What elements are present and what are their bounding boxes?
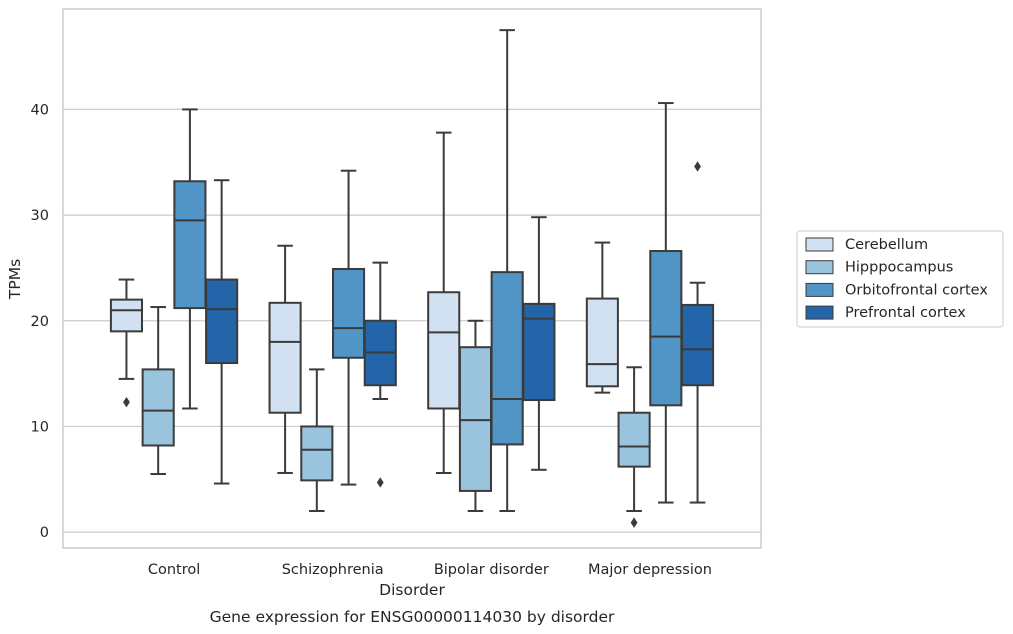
y-tick-label: 40 — [31, 102, 49, 118]
outlier-point — [630, 517, 638, 528]
box-group — [300, 368, 334, 513]
box-iqr — [331, 267, 366, 359]
series-cerebellum — [109, 131, 619, 474]
box-iqr — [427, 291, 461, 410]
box-group — [205, 179, 239, 485]
box-iqr — [585, 297, 619, 388]
box-group — [522, 216, 556, 471]
box-group — [427, 131, 461, 474]
box-group — [141, 306, 175, 476]
y-axis-label: TPMs — [6, 259, 24, 300]
box-iqr — [205, 278, 239, 365]
outlier-point — [376, 477, 384, 488]
y-tick-label: 10 — [31, 419, 49, 435]
box-iqr — [649, 250, 683, 407]
box-iqr — [522, 302, 556, 402]
series-prefrontal-cortex — [205, 161, 715, 504]
box-iqr — [109, 298, 144, 333]
x-tick-label: Bipolar disorder — [434, 562, 549, 578]
x-axis-label: Disorder — [379, 581, 445, 599]
y-tick-label: 0 — [40, 525, 49, 541]
outlier-point — [694, 161, 701, 172]
box-group — [649, 102, 683, 504]
plot-area — [62, 8, 762, 549]
y-tick-label: 30 — [31, 208, 49, 224]
legend-swatch — [805, 260, 834, 275]
legend-label: Cerebellum — [845, 237, 928, 253]
box-group — [680, 161, 715, 504]
legend-label: Prefrontal cortex — [845, 305, 966, 321]
box-group — [109, 278, 144, 408]
box-series-group — [109, 29, 715, 528]
box-group — [331, 169, 366, 486]
box-iqr — [300, 425, 334, 482]
legend-label: Hipppocampus — [845, 260, 953, 276]
box-group — [617, 366, 651, 528]
x-tick-label: Schizophrenia — [282, 562, 384, 578]
box-iqr — [617, 411, 651, 468]
box-group — [363, 261, 397, 488]
legend: Cerebellum Hipppocampus Orbitofrontal cort… — [796, 230, 1004, 328]
x-tick-label: Major depression — [588, 562, 712, 578]
legend-swatch — [805, 237, 834, 252]
chart-caption: Gene expression for ENSG00000114030 by d… — [210, 608, 615, 626]
box-iqr — [173, 180, 207, 310]
box-group — [268, 244, 302, 474]
box-group — [173, 108, 207, 410]
box-group — [458, 319, 493, 513]
x-tick-label: Control — [148, 562, 200, 578]
box-group — [585, 241, 619, 394]
box-iqr — [458, 346, 493, 492]
box-iqr — [680, 303, 715, 387]
legend-swatch — [805, 305, 834, 320]
outlier-point — [123, 396, 130, 408]
series-hipppocampus — [141, 306, 651, 528]
y-tick-label: 20 — [31, 314, 49, 330]
box-iqr — [490, 271, 524, 446]
legend-label: Orbitofrontal cortex — [845, 282, 988, 298]
box-iqr — [268, 301, 302, 414]
series-orbitofrontal-cortex — [173, 29, 683, 513]
x-axis-ticks: Control Schizophrenia Bipolar disorder Majo… — [148, 562, 712, 578]
box-group — [490, 29, 524, 513]
plot-frame — [62, 8, 762, 549]
y-axis-ticks: 0 10 20 30 40 — [31, 102, 49, 541]
box-iqr — [141, 368, 175, 447]
legend-swatch — [805, 282, 834, 297]
legend-frame — [796, 230, 1004, 328]
